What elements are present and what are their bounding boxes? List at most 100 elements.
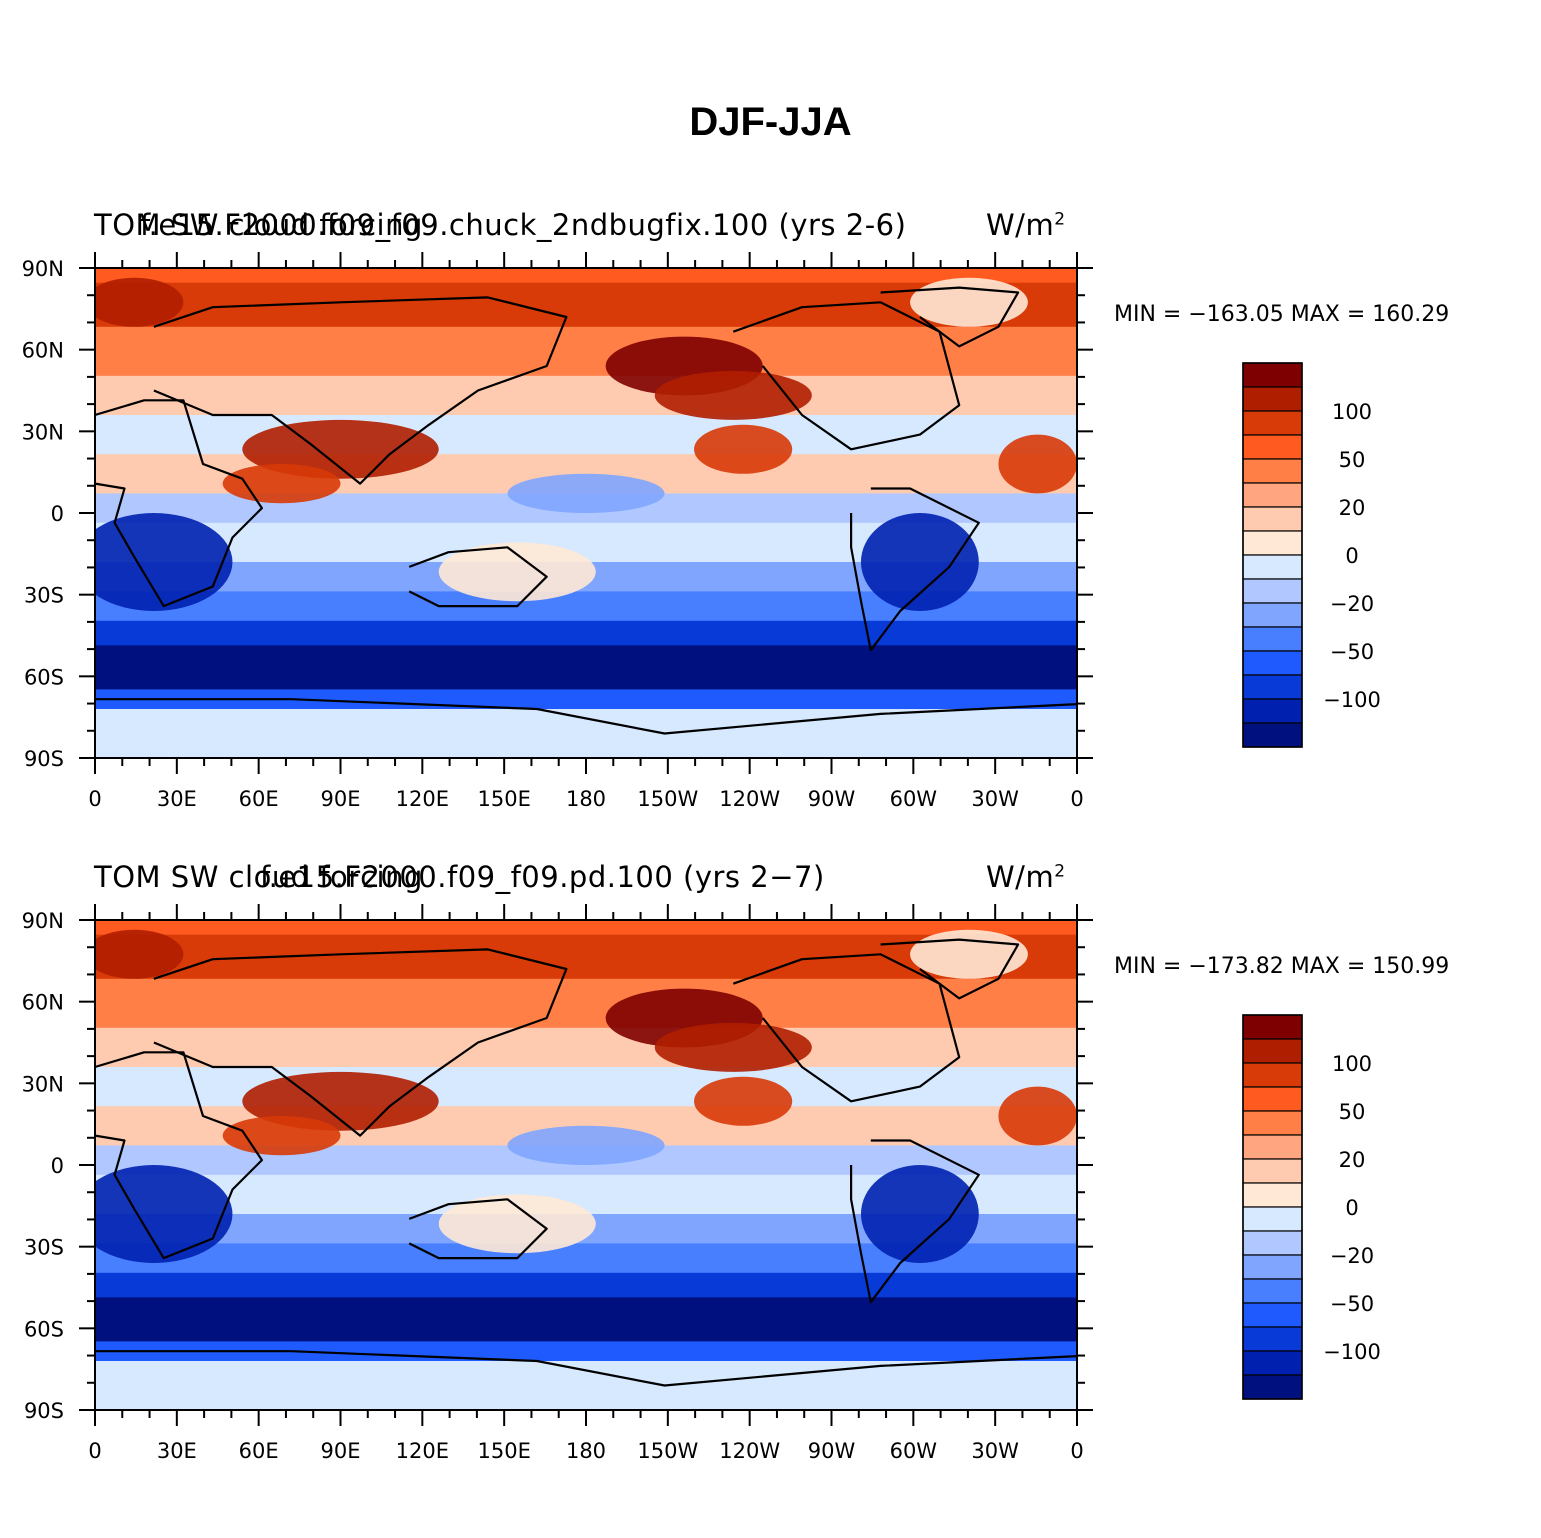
colorbar-box — [1242, 1206, 1303, 1232]
min-max-stats: MIN = −163.05 MAX = 160.29 — [1114, 302, 1450, 327]
colorbar-box — [1242, 1038, 1303, 1064]
lat-label: 90N — [22, 909, 64, 933]
lon-label: 0 — [1070, 787, 1083, 811]
lon-label: 150W — [637, 787, 698, 811]
lon-label: 30W — [971, 1439, 1019, 1463]
lon-label: 90E — [321, 787, 361, 811]
contour-patch — [95, 1165, 233, 1263]
lon-label: 60W — [890, 1439, 938, 1463]
colorbar-box — [1242, 1326, 1303, 1352]
colorbar: 100 50 20 0 −20 −50 −100 — [1242, 1014, 1381, 1400]
colorbar-label: −50 — [1330, 640, 1374, 664]
coastline — [153, 948, 568, 1137]
colorbar-box — [1242, 1230, 1303, 1256]
contour-patch — [507, 1125, 665, 1165]
panel-top: TOM SW cloud forcing f.e15.F2000.f09_f09… — [0, 0, 1541, 811]
panel-bottom: TOM SW cloud forcing f.e15.F2000.f09_f09… — [0, 652, 1541, 1463]
contour-band — [95, 920, 1077, 936]
coastline — [849, 1139, 980, 1304]
colorbar-label: −20 — [1330, 592, 1374, 616]
contour-band — [95, 1297, 1077, 1343]
contour-patch — [694, 1076, 793, 1126]
lon-label: 150W — [637, 1439, 698, 1463]
contour-patch — [654, 370, 812, 420]
lon-label: 90E — [321, 1439, 361, 1463]
contour-patch — [95, 513, 233, 611]
coastline — [408, 1198, 548, 1260]
coastline — [732, 301, 961, 451]
min-max-stats: MIN = −173.82 MAX = 150.99 — [1114, 954, 1450, 979]
coastline — [849, 487, 980, 652]
coastline — [880, 938, 1020, 1000]
colorbar-box — [1242, 554, 1303, 580]
lon-label: 30W — [971, 787, 1019, 811]
lat-label: 30N — [22, 420, 64, 444]
lat-label: 30S — [24, 1236, 64, 1260]
contour-map: 90N 60N 30N 0 30S 60S 90S 0 30E 60E 90E 120E 150E 180… — [22, 252, 1093, 811]
panel-left-title: TOM SW cloud forcing — [94, 860, 423, 894]
colorbar-label: −50 — [1330, 1292, 1374, 1316]
lon-label: 120W — [719, 1439, 780, 1463]
contour-patch — [95, 277, 184, 327]
contour-band — [95, 375, 1077, 416]
colorbar-box — [1242, 1302, 1303, 1328]
colorbar-box — [1242, 626, 1303, 652]
lon-label: 30E — [157, 787, 197, 811]
colorbar-label: 0 — [1345, 544, 1358, 568]
coastline — [408, 546, 548, 608]
coastline — [95, 1051, 263, 1260]
contour-band — [95, 645, 1077, 691]
colorbar-box — [1242, 1086, 1303, 1112]
panel-units: W/m2 — [986, 860, 1066, 894]
colorbar-box — [1242, 386, 1303, 412]
panel-center-title: f.e15.F2000.f09_f09.pd.100 (yrs 2−7) — [260, 860, 825, 894]
colorbar-box — [1242, 1158, 1303, 1184]
contour-patch — [95, 929, 184, 979]
lon-label: 120E — [396, 787, 449, 811]
contour-patch — [860, 1165, 979, 1263]
lon-label: 0 — [88, 787, 101, 811]
lon-label: 120E — [396, 1439, 449, 1463]
colorbar-box — [1242, 1350, 1303, 1376]
colorbar: 100 50 20 0 −20 −50 −100 — [1242, 362, 1381, 748]
colorbar-label: −100 — [1323, 1340, 1381, 1364]
colorbar-box — [1242, 506, 1303, 532]
colorbar-box — [1242, 1134, 1303, 1160]
contour-band — [95, 709, 1077, 758]
contour-patch — [654, 1022, 812, 1072]
lon-label: 120W — [719, 787, 780, 811]
lat-label: 90S — [24, 1399, 64, 1423]
colorbar-frame — [1242, 1014, 1303, 1400]
contour-field — [95, 920, 1077, 1410]
lat-label: 60N — [22, 991, 64, 1015]
colorbar-frame — [1242, 362, 1303, 748]
lat-label: 30S — [24, 584, 64, 608]
contour-patch — [507, 473, 665, 513]
contour-patch — [998, 1086, 1077, 1146]
colorbar-label: 100 — [1332, 1052, 1372, 1076]
colorbar-box — [1242, 362, 1303, 388]
colorbar-box — [1242, 434, 1303, 460]
lon-label: 180 — [566, 787, 606, 811]
colorbar-box — [1242, 1374, 1303, 1400]
colorbar-box — [1242, 1254, 1303, 1280]
colorbar-box — [1242, 530, 1303, 556]
contour-patch — [438, 1194, 596, 1254]
colorbar-label: 0 — [1345, 1196, 1358, 1220]
lon-label: 150E — [477, 1439, 530, 1463]
colorbar-label: 50 — [1339, 448, 1366, 472]
lat-label: 90N — [22, 257, 64, 281]
colorbar-box — [1242, 1182, 1303, 1208]
contour-map: 90N 60N 30N 0 30S 60S 90S 0 30E 60E 90E 120E 150E 180… — [22, 904, 1093, 1463]
lon-label: 90W — [808, 1439, 856, 1463]
contour-band — [95, 326, 1077, 377]
coastline — [95, 1350, 1077, 1387]
coastline — [880, 286, 1020, 348]
lat-label: 60S — [24, 1317, 64, 1341]
contour-band — [95, 978, 1077, 1029]
lon-label: 0 — [88, 1439, 101, 1463]
lat-label: 60S — [24, 665, 64, 689]
colorbar-box — [1242, 410, 1303, 436]
lat-label: 90S — [24, 747, 64, 771]
colorbar-label: 100 — [1332, 400, 1372, 424]
